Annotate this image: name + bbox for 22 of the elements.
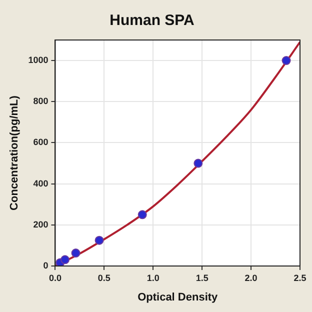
- y-tick-label: 400: [33, 178, 48, 188]
- y-tick-label: 800: [33, 96, 48, 106]
- point: [194, 158, 203, 168]
- point: [138, 210, 147, 220]
- y-tick-label: 1000: [28, 55, 48, 66]
- point: [60, 255, 70, 264]
- line-series: [55, 41, 300, 266]
- y-tick-label: 200: [33, 219, 48, 230]
- y-tick-label: 600: [33, 137, 48, 148]
- x-axis-title: Optical Density: [138, 291, 219, 304]
- x-tick-label: 0.0: [48, 272, 62, 283]
- y-tick-label: 0: [43, 260, 48, 270]
- point: [71, 248, 80, 258]
- x-tick-label: 2.0: [244, 272, 258, 283]
- x-tick-label: 0.5: [98, 272, 110, 283]
- point: [94, 236, 104, 245]
- point: [282, 56, 291, 66]
- x-tick-label: 1.5: [196, 272, 208, 283]
- x-tick-label: 1.0: [146, 272, 160, 283]
- chart-title: Human SPA: [110, 12, 195, 30]
- y-axis-title: Concentration(pg/mL): [8, 95, 21, 210]
- x-tick-label: 2.5: [294, 272, 306, 283]
